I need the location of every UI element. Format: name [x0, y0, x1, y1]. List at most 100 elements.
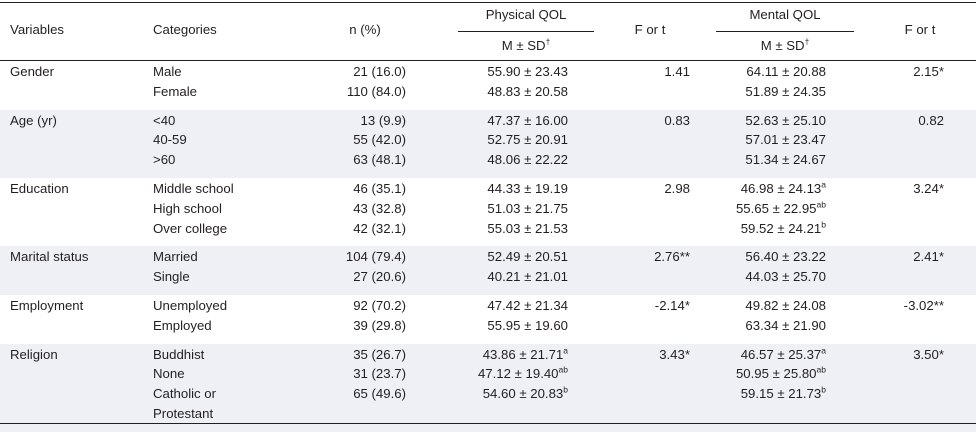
- category-label: Unemployed: [153, 298, 228, 313]
- mental-f-value: 3.50*: [913, 346, 944, 362]
- n-pct-value: 55 (42.0): [353, 132, 406, 148]
- table-row-group: Marital status Married Single 104 (79.4) 27 …: [0, 246, 976, 295]
- table-top-rule: [0, 2, 976, 3]
- header-categories: Categories: [153, 22, 217, 37]
- header-physical-f: F or t: [634, 22, 666, 37]
- n-pct-value: 31 (23.7): [353, 366, 406, 382]
- n-pct-value: 39 (29.8): [353, 317, 406, 333]
- mental-f-value: 2.15*: [913, 64, 944, 79]
- physical-msd-value: 51.03 ± 21.75: [487, 200, 568, 216]
- physical-msd-value: 52.49 ± 20.51: [487, 249, 568, 265]
- category-label: <40: [153, 112, 176, 128]
- category-label: Buddhist: [153, 346, 205, 362]
- physical-msd-value: 44.33 ± 19.19: [487, 181, 568, 196]
- physical-msd-value: 52.75 ± 20.91: [487, 132, 568, 148]
- table-row-group: Religion Buddhist None Catholic or Protestan…: [0, 343, 976, 432]
- header-mental-f: F or t: [904, 22, 936, 37]
- header-mental-qol: Mental QOL: [749, 7, 821, 22]
- variable-label: Gender: [10, 64, 54, 79]
- mental-f-value: 2.41*: [913, 249, 944, 265]
- mental-msd-value: 51.34 ± 24.67: [745, 152, 826, 168]
- n-pct-value: 65 (49.6): [353, 386, 406, 402]
- posthoc-superscript: b: [821, 384, 826, 395]
- posthoc-superscript: b: [563, 384, 568, 395]
- mental-msd-value: 59.52 ± 24.21b: [740, 219, 826, 236]
- variable-label: Marital status: [10, 249, 89, 265]
- variable-label: Religion: [10, 346, 58, 362]
- table-row-group: Gender Male Female 21 (16.0) 110 (84.0) 55.90…: [0, 61, 976, 110]
- category-label: Employed: [153, 317, 212, 333]
- physical-f-value: 1.41: [664, 64, 690, 79]
- physical-f-value: -2.14*: [654, 298, 690, 313]
- mental-msd-value: 46.98 ± 24.13a: [740, 179, 826, 196]
- mental-f-value: 0.82: [918, 112, 944, 128]
- n-pct-value: 27 (20.6): [353, 269, 406, 285]
- table-row-group: Education Middle school High school Over co…: [0, 178, 976, 246]
- mental-msd-value: 55.65 ± 22.95ab: [735, 199, 826, 216]
- category-label: Single: [153, 269, 190, 285]
- n-pct-value: 42 (32.1): [353, 220, 406, 236]
- n-pct-value: 104 (79.4): [345, 249, 406, 265]
- mental-msd-value: 46.57 ± 25.37a: [740, 345, 826, 362]
- n-pct-value: 46 (35.1): [353, 181, 406, 196]
- category-label: Over college: [153, 220, 228, 236]
- physical-msd-value: 48.83 ± 20.58: [487, 83, 568, 99]
- n-pct-value: 110 (84.0): [346, 83, 406, 99]
- mental-f-value: 3.24*: [913, 181, 944, 196]
- category-label: Middle school: [153, 181, 234, 196]
- n-pct-value: 35 (26.7): [353, 346, 406, 362]
- physical-f-value: 2.76**: [654, 249, 690, 265]
- n-pct-value: 43 (32.8): [353, 200, 406, 216]
- physical-msd-value: 55.90 ± 23.43: [487, 64, 568, 79]
- header-variables: Variables: [10, 22, 64, 37]
- table-row-group: Age (yr) <40 40-59 >60 13 (9.9) 55 (42.0) 63 (…: [0, 109, 976, 178]
- posthoc-superscript: ab: [816, 365, 826, 375]
- mental-msd-value: 64.11 ± 20.88: [746, 64, 826, 79]
- physical-msd-value: 43.86 ± 21.71a: [482, 345, 568, 362]
- physical-msd-value: 47.37 ± 16.00: [487, 112, 568, 128]
- physical-f-value: 2.98: [664, 181, 690, 196]
- category-label: None: [153, 366, 185, 382]
- n-pct-value: 13 (9.9): [360, 112, 406, 128]
- variable-label: Education: [10, 181, 69, 196]
- mental-msd-value: 50.95 ± 25.80ab: [735, 365, 826, 382]
- category-label: Married: [153, 249, 198, 265]
- header-physical-msd: M ± SD†: [501, 36, 551, 53]
- header-mental-msd: M ± SD†: [760, 36, 810, 53]
- category-label: Catholic or: [153, 386, 217, 402]
- variable-label: Employment: [10, 298, 84, 313]
- physical-f-value: 0.83: [664, 112, 690, 128]
- physical-subheader-rule: [458, 31, 594, 32]
- category-label: Female: [153, 83, 197, 99]
- physical-f-value: 3.43*: [659, 346, 690, 362]
- table-bottom-rule: [0, 423, 976, 424]
- physical-msd-value: 40.21 ± 21.01: [487, 269, 568, 285]
- mental-msd-value: 49.82 ± 24.08: [745, 298, 826, 313]
- posthoc-superscript: ab: [558, 365, 568, 375]
- category-label: High school: [153, 200, 222, 216]
- mental-msd-value: 51.89 ± 24.35: [745, 83, 826, 99]
- category-label: Male: [153, 64, 182, 79]
- mental-f-value: -3.02**: [903, 298, 944, 313]
- posthoc-superscript: a: [821, 345, 826, 356]
- mental-msd-value: 59.15 ± 21.73b: [740, 384, 826, 402]
- physical-msd-value: 47.42 ± 21.34: [487, 298, 568, 313]
- mental-msd-value: 56.40 ± 23.22: [745, 249, 826, 265]
- mental-msd-value: 63.34 ± 21.90: [745, 317, 826, 333]
- physical-msd-value: 47.12 ± 19.40ab: [477, 365, 568, 382]
- header-physical-qol: Physical QOL: [485, 7, 567, 22]
- mental-msd-value: 57.01 ± 23.47: [745, 132, 826, 148]
- physical-msd-value: 48.06 ± 22.22: [487, 152, 568, 168]
- posthoc-superscript: a: [563, 345, 568, 356]
- category-label: 40-59: [153, 132, 187, 148]
- mental-subheader-rule: [716, 31, 854, 32]
- posthoc-superscript: ab: [816, 199, 826, 210]
- n-pct-value: 92 (70.2): [353, 298, 406, 313]
- physical-msd-value: 55.95 ± 19.60: [487, 317, 568, 333]
- category-label: Protestant: [153, 405, 214, 421]
- physical-msd-value: 55.03 ± 21.53: [487, 220, 568, 236]
- mental-msd-value: 52.63 ± 25.10: [745, 112, 826, 128]
- variable-label: Age (yr): [10, 112, 57, 128]
- n-pct-value: 63 (48.1): [353, 152, 406, 168]
